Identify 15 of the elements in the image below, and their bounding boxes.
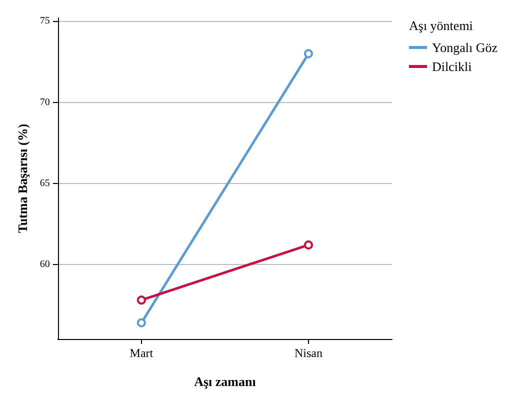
- point: [136, 318, 146, 328]
- y-tick-label: 60: [40, 258, 50, 270]
- legend-label: Dilcikli: [432, 59, 472, 74]
- x-axis-title: Aşı zamanı: [194, 374, 256, 389]
- point: [136, 296, 146, 305]
- point: [304, 240, 313, 250]
- y-tick-label: 65: [40, 178, 50, 189]
- x-tick-label: Nisan: [294, 346, 322, 360]
- x-tick-label: Mart: [130, 346, 154, 360]
- y-tick-label: 70: [40, 96, 50, 108]
- y-tick-label: 75: [40, 16, 50, 27]
- legend-title: Aşı yöntemi: [409, 18, 474, 33]
- legend-label: Yongalı Göz: [432, 40, 498, 55]
- point: [304, 49, 313, 58]
- y-axis-title: Tutma Başarısı (%): [15, 124, 30, 234]
